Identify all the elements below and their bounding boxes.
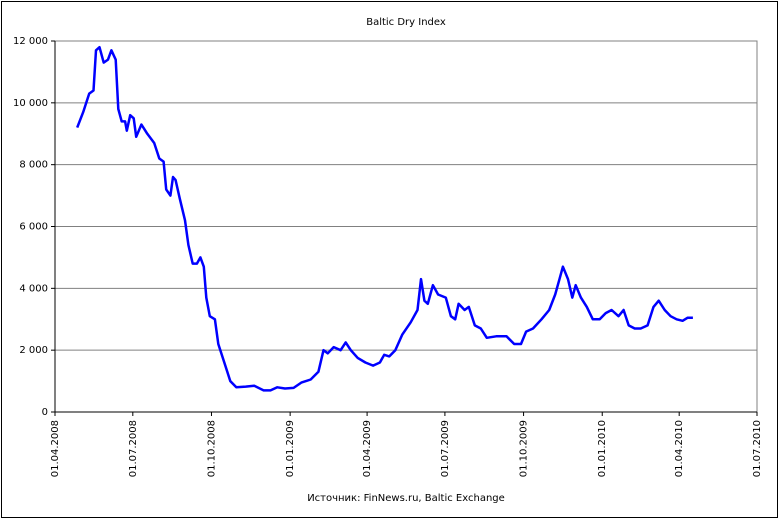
- y-tick-label: 6 000: [19, 222, 48, 233]
- y-tick-label: 4 000: [19, 283, 48, 294]
- y-tick-label: 8 000: [19, 160, 48, 171]
- source-note: Источник: FinNews.ru, Baltic Exchange: [307, 493, 505, 504]
- chart-title: Baltic Dry Index: [366, 17, 446, 28]
- x-tick-label: 01.01.2009: [285, 420, 296, 477]
- x-tick-label: 01.04.2009: [362, 420, 373, 477]
- x-tick-label: 01.01.2010: [597, 420, 608, 477]
- x-tick-label: 01.07.2010: [752, 420, 763, 477]
- x-tick-label: 01.10.2009: [519, 420, 530, 477]
- y-tick-label: 12 000: [13, 36, 48, 47]
- x-tick-label: 01.10.2008: [206, 420, 217, 477]
- x-tick-label: 01.04.2008: [50, 420, 61, 477]
- x-tick-label: 01.07.2008: [128, 420, 139, 477]
- x-tick-label: 01.04.2010: [674, 420, 685, 477]
- data-line: [76, 45, 693, 392]
- y-tick-label: 0: [42, 407, 48, 418]
- x-tick-label: 01.07.2009: [440, 420, 451, 477]
- y-tick-label: 10 000: [13, 98, 48, 109]
- y-tick-label: 2 000: [19, 345, 48, 356]
